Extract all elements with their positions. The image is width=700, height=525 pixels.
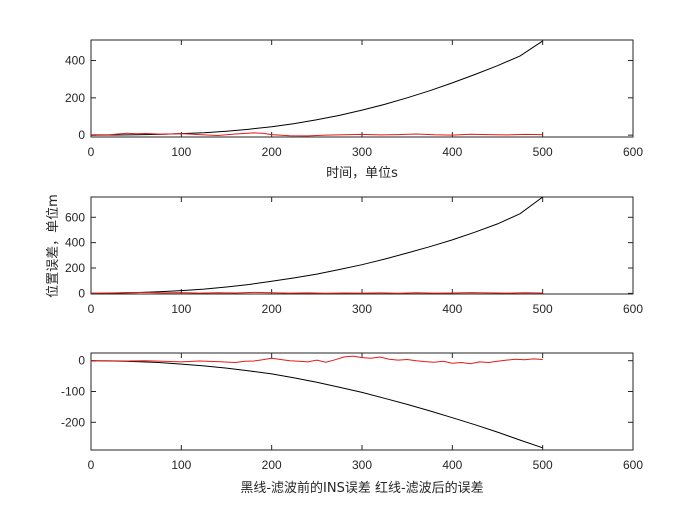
- top-panel: 0 100 200 300 400 500 600 0 200 400 时间，单位s: [65, 39, 643, 181]
- middle-panel-x-tick-label: 400: [442, 302, 462, 316]
- top-panel-x-tick-label: 200: [262, 145, 282, 159]
- middle-panel-x-tick-label: 0: [88, 302, 95, 316]
- top-panel-x-tick-label: 0: [88, 145, 95, 159]
- top-panel-x-tick-label: 300: [352, 145, 372, 159]
- bottom-panel-frame: [90, 352, 634, 451]
- bottom-panel-series: [90, 355, 543, 449]
- bottom-panel-x-tick-label: 400: [442, 458, 462, 472]
- middle-panel-y-tick-label: 200: [65, 261, 85, 275]
- bottom-panel-x-tick-label: 100: [171, 458, 191, 472]
- middle-panel-x-tick-label: 500: [533, 302, 553, 316]
- top-panel-y-tick-label: 400: [65, 54, 85, 68]
- middle-panel-x-tick-label: 300: [352, 302, 372, 316]
- middle-panel-frame: [90, 196, 634, 295]
- top-panel-x-tick-label: 400: [442, 145, 462, 159]
- middle-panel-x-tick-label: 100: [171, 302, 191, 316]
- bottom-panel-x-tick-label: 0: [88, 458, 95, 472]
- bottom-panel-x-tick-label: 300: [352, 458, 372, 472]
- top-panel-y-tick-label: 0: [78, 128, 85, 142]
- bottom-panel-x-tick-label: 500: [533, 458, 553, 472]
- bottom-panel-black-line: [90, 360, 543, 449]
- middle-panel-black-line: [90, 196, 543, 294]
- bottom-panel-y-tick-label: 0: [78, 354, 85, 368]
- top-panel-red-line: [91, 132, 543, 137]
- middle-panel-series: [90, 196, 543, 294]
- middle-panel: 0 100 200 300 400 500 600 0 200 400 600 位置误差，单位m: [46, 194, 643, 316]
- top-panel-x-axis-title: 时间，单位s: [326, 166, 398, 181]
- top-panel-y-tick-label: 200: [65, 91, 85, 105]
- middle-panel-y-axis-title: 位置误差，单位m: [46, 194, 61, 298]
- bottom-panel-y-tick-label: -100: [61, 384, 85, 398]
- top-panel-tick-labels: 0 100 200 300 400 500 600 0 200 400: [65, 54, 643, 159]
- bottom-panel-y-tick-label: -200: [61, 415, 85, 429]
- middle-panel-x-tick-label: 600: [623, 302, 643, 316]
- bottom-panel-x-tick-label: 600: [623, 458, 643, 472]
- middle-panel-x-tick-label: 200: [262, 302, 282, 316]
- bottom-panel-red-line: [91, 355, 543, 365]
- middle-panel-y-tick-label: 0: [78, 286, 85, 300]
- middle-panel-y-tick-label: 400: [65, 236, 85, 250]
- top-panel-x-tick-label: 100: [171, 145, 191, 159]
- bottom-panel-x-tick-label: 200: [262, 458, 282, 472]
- bottom-panel: 0 100 200 300 400 500 600 0 -100 -200 黑线-滤波前的INS误…: [61, 352, 643, 496]
- top-panel-frame: [90, 39, 634, 138]
- top-panel-x-tick-label: 600: [623, 145, 643, 159]
- bottom-panel-tick-labels: 0 100 200 300 400 500 600 0 -100 -200: [61, 354, 643, 472]
- middle-panel-tick-labels: 0 100 200 300 400 500 600 0 200 400 600: [65, 210, 643, 316]
- bottom-panel-x-axis-title: 黑线-滤波前的INS误差 红线-滤波后的误差: [240, 480, 483, 496]
- top-panel-series: [90, 40, 543, 137]
- middle-panel-y-tick-label: 600: [65, 210, 85, 224]
- middle-panel-red-line: [90, 291, 543, 294]
- top-panel-x-tick-label: 500: [533, 145, 553, 159]
